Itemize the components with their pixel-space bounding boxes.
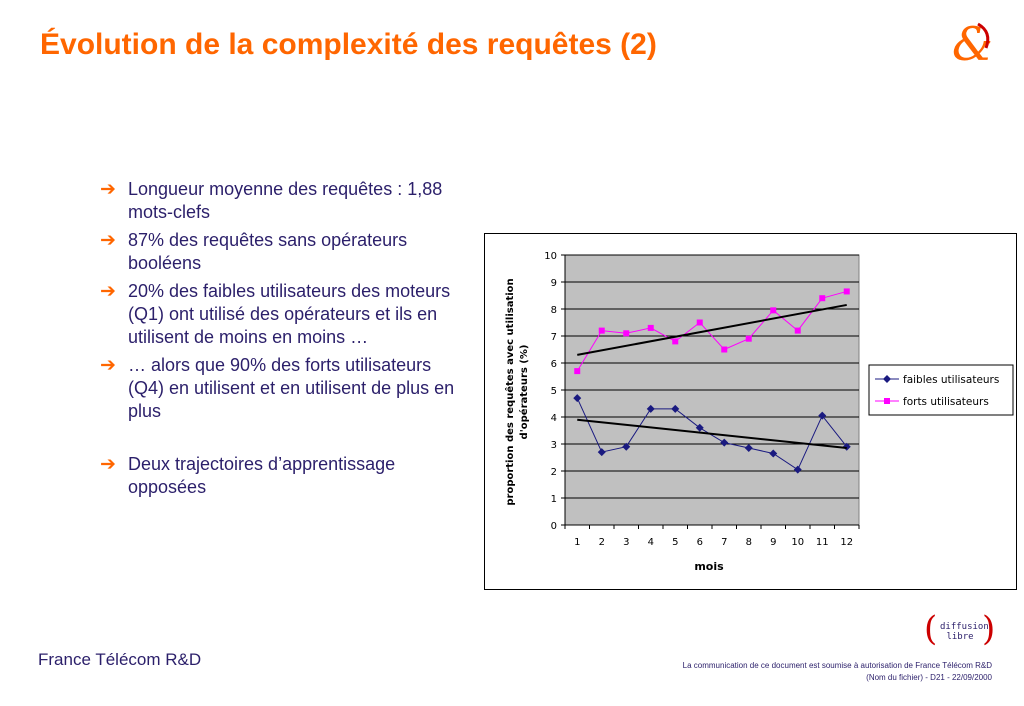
y-tick-label: 3 <box>551 440 557 451</box>
data-point <box>574 368 581 375</box>
data-point <box>842 442 851 451</box>
trendline <box>577 303 847 356</box>
y-axis-label-line2: d'opérateurs (%) <box>518 345 530 440</box>
data-point <box>793 465 802 474</box>
y-tick-label: 1 <box>551 494 557 505</box>
bullet-item: ➔ Deux trajectoires d’apprentissage oppo… <box>100 453 470 499</box>
bullet-text: … alors que 90% des forts utilisateurs (… <box>128 355 455 421</box>
company-name: France Télécom R&D <box>38 650 202 669</box>
arrow-right-icon: ➔ <box>100 354 116 376</box>
bullet-text: 87% des requêtes sans opérateurs booléen… <box>128 230 408 273</box>
data-point <box>598 327 605 334</box>
y-axis-label: proportion des requêtes avec utilisation <box>504 278 516 505</box>
data-point <box>671 404 680 413</box>
file-info: (Nom du fichier) - D21 - 22/09/2000 <box>866 673 992 682</box>
badge-line-1: diffusion <box>940 622 989 632</box>
y-tick-label: 6 <box>551 359 557 370</box>
bullet-list: ➔ Longueur moyenne des requêtes : 1,88 m… <box>100 178 470 504</box>
x-tick-label: 6 <box>697 537 703 548</box>
series-line <box>576 397 848 471</box>
arrow-right-icon: ➔ <box>100 229 116 251</box>
data-point <box>818 411 827 420</box>
data-point <box>672 338 679 345</box>
data-point <box>573 394 582 403</box>
data-point <box>770 307 777 314</box>
x-tick-label: 3 <box>623 537 629 548</box>
data-point <box>695 423 704 432</box>
data-point <box>623 330 630 337</box>
x-tick-label: 2 <box>599 537 605 548</box>
data-point <box>744 444 753 453</box>
legend-marker <box>884 398 890 404</box>
y-tick-label: 9 <box>551 278 557 289</box>
x-tick-label: 11 <box>816 537 829 548</box>
right-paren-icon: ) <box>982 609 996 649</box>
chart-container: proportion des requêtes avec utilisation… <box>484 233 1017 590</box>
y-tick-label: 10 <box>544 251 557 262</box>
data-point <box>843 288 850 295</box>
legend-label: forts utilisateurs <box>903 396 989 408</box>
arrow-right-icon: ➔ <box>100 453 116 475</box>
data-point <box>721 346 728 353</box>
x-tick-label: 4 <box>648 537 654 548</box>
bullet-text: Deux trajectoires d’apprentissage opposé… <box>128 454 396 497</box>
legend <box>868 364 1014 416</box>
x-tick-label: 5 <box>672 537 678 548</box>
x-tick-label: 7 <box>721 537 727 548</box>
y-tick-label: 7 <box>551 332 557 343</box>
bullet-text: Longueur moyenne des requêtes : 1,88 mot… <box>128 179 443 222</box>
legend-marker <box>883 375 891 383</box>
line-chart: proportion des requêtes avec utilisation… <box>504 251 1014 573</box>
x-tick-label: 9 <box>770 537 776 548</box>
bullet-item: ➔ 87% des requêtes sans opérateurs boolé… <box>100 229 470 275</box>
badge-text: diffusion libre <box>940 622 989 642</box>
data-point <box>745 335 752 342</box>
series-line <box>576 290 847 372</box>
footer-notice: La communication de ce document est soum… <box>683 660 992 684</box>
y-tick-label: 2 <box>551 467 557 478</box>
data-point <box>696 319 703 326</box>
x-axis-label: mois <box>694 560 724 573</box>
y-tick-label: 4 <box>551 413 557 424</box>
confidentiality-notice: La communication de ce document est soum… <box>682 661 992 670</box>
diffusion-libre-badge: ( diffusion libre ) <box>922 609 996 651</box>
data-point <box>819 295 826 302</box>
y-tick-label: 0 <box>551 521 557 532</box>
bullet-item: ➔ Longueur moyenne des requêtes : 1,88 m… <box>100 178 470 224</box>
arrow-right-icon: ➔ <box>100 280 116 302</box>
y-tick-label: 5 <box>551 386 557 397</box>
bullet-item: ➔ … alors que 90% des forts utilisateurs… <box>100 354 470 423</box>
left-paren-icon: ( <box>924 609 938 649</box>
data-point <box>769 449 778 458</box>
data-point <box>597 448 606 457</box>
data-point <box>622 442 631 451</box>
data-point <box>646 404 655 413</box>
arrow-right-icon: ➔ <box>100 178 116 200</box>
x-tick-label: 8 <box>746 537 752 548</box>
x-tick-label: 12 <box>840 537 853 548</box>
slide-title: Évolution de la complexité des requêtes … <box>40 28 657 61</box>
trendline <box>577 418 847 450</box>
badge-line-2: libre <box>946 632 974 642</box>
y-tick-label: 8 <box>551 305 557 316</box>
legend-label: faibles utilisateurs <box>903 374 999 386</box>
bullet-text: 20% des faibles utilisateurs des moteurs… <box>128 281 451 347</box>
data-point <box>647 324 654 331</box>
x-tick-label: 1 <box>574 537 580 548</box>
bullet-item: ➔ 20% des faibles utilisateurs des moteu… <box>100 280 470 349</box>
data-point <box>794 327 801 334</box>
data-point <box>720 438 729 447</box>
x-tick-label: 10 <box>791 537 804 548</box>
france-telecom-logo: & <box>952 18 993 68</box>
